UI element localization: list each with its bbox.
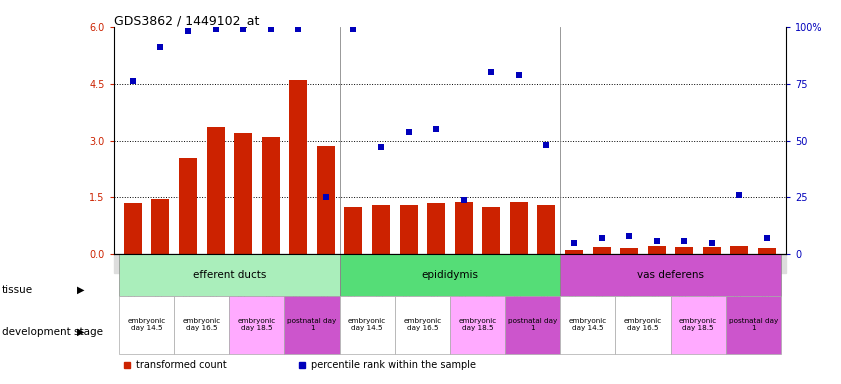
Text: GDS3862 / 1449102_at: GDS3862 / 1449102_at (114, 14, 259, 27)
Point (678, 238, 691, 244)
Bar (340, 296, 394, 354)
Text: embryonic
day 16.5: embryonic day 16.5 (403, 318, 442, 331)
Bar (114, 254, 786, 273)
Point (236, 26, 250, 32)
Point (457, 197, 470, 203)
Bar (289, 80, 307, 254)
Bar (394, 296, 450, 354)
Bar (560, 254, 780, 296)
Bar (560, 296, 616, 354)
Text: embryonic
day 14.5: embryonic day 14.5 (128, 318, 166, 331)
Bar (648, 246, 666, 254)
Bar (455, 202, 473, 254)
Bar (675, 247, 693, 254)
Bar (593, 247, 611, 254)
Text: ▶: ▶ (77, 327, 85, 337)
Point (484, 69, 498, 75)
Point (264, 26, 278, 32)
Bar (731, 246, 748, 254)
Text: postnatal day
1: postnatal day 1 (508, 318, 558, 331)
Point (319, 194, 332, 200)
Point (209, 26, 222, 32)
Bar (345, 207, 362, 254)
Bar (510, 202, 528, 254)
Text: tissue: tissue (2, 285, 33, 295)
Point (650, 238, 664, 244)
Text: vas deferens: vas deferens (637, 270, 704, 280)
Text: embryonic
day 14.5: embryonic day 14.5 (348, 318, 386, 331)
Bar (119, 296, 174, 354)
Point (595, 235, 608, 242)
Bar (119, 254, 340, 296)
Point (540, 142, 553, 148)
Bar (450, 296, 505, 354)
Bar (505, 296, 560, 354)
Bar (151, 199, 169, 254)
Point (622, 233, 636, 239)
Text: development stage: development stage (2, 327, 103, 337)
Point (430, 126, 443, 132)
Bar (620, 248, 638, 254)
Bar (262, 137, 280, 254)
Point (705, 240, 718, 246)
Bar (124, 203, 142, 254)
Point (733, 192, 746, 198)
Point (374, 144, 388, 151)
Bar (284, 296, 340, 354)
Bar (340, 254, 560, 296)
Text: transformed count: transformed count (135, 360, 226, 370)
Text: embryonic
day 18.5: embryonic day 18.5 (679, 318, 717, 331)
Bar (207, 127, 225, 254)
Bar (427, 203, 445, 254)
Text: embryonic
day 16.5: embryonic day 16.5 (182, 318, 221, 331)
Point (126, 78, 140, 84)
Bar (537, 205, 555, 254)
Bar (317, 146, 335, 254)
Text: epididymis: epididymis (421, 270, 479, 280)
Bar (565, 250, 583, 254)
Text: embryonic
day 16.5: embryonic day 16.5 (624, 318, 662, 331)
Bar (230, 296, 284, 354)
Text: efferent ducts: efferent ducts (193, 270, 266, 280)
Text: embryonic
day 18.5: embryonic day 18.5 (458, 318, 497, 331)
Bar (399, 205, 417, 254)
Bar (234, 133, 252, 254)
Point (292, 26, 305, 32)
Text: postnatal day
1: postnatal day 1 (288, 318, 336, 331)
Point (346, 26, 360, 32)
Bar (758, 248, 776, 254)
Bar (670, 296, 726, 354)
Text: percentile rank within the sample: percentile rank within the sample (310, 360, 476, 370)
Text: postnatal day
1: postnatal day 1 (728, 318, 778, 331)
Bar (174, 296, 230, 354)
Point (154, 44, 167, 50)
Bar (483, 207, 500, 254)
Bar (616, 296, 670, 354)
Point (760, 235, 774, 242)
Text: ▶: ▶ (77, 285, 85, 295)
Bar (372, 205, 390, 254)
Bar (179, 158, 197, 254)
Point (568, 240, 581, 246)
Bar (726, 296, 780, 354)
Text: embryonic
day 18.5: embryonic day 18.5 (238, 318, 276, 331)
Bar (703, 247, 721, 254)
Point (402, 128, 415, 134)
Point (512, 71, 526, 78)
Point (182, 28, 195, 35)
Text: embryonic
day 14.5: embryonic day 14.5 (569, 318, 607, 331)
